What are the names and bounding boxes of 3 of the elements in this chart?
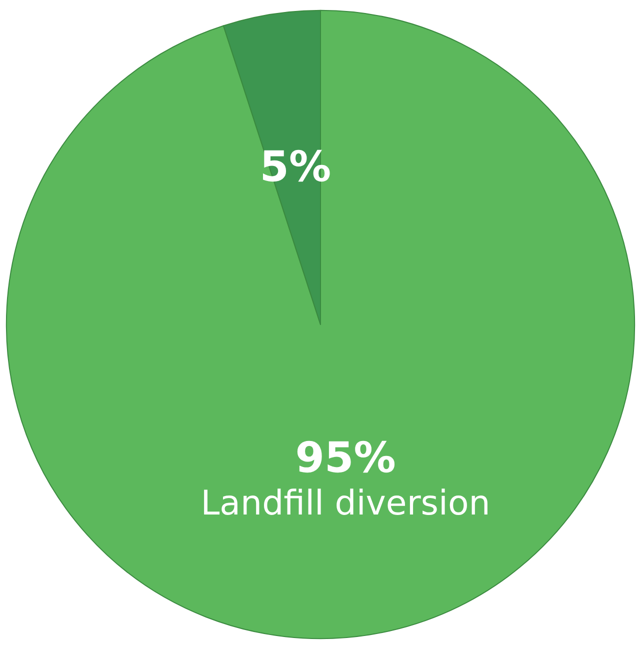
- slice-label: Landfill diversion: [200, 484, 490, 524]
- data-label: 5%: [260, 142, 332, 191]
- data-label: 95%: [295, 433, 396, 482]
